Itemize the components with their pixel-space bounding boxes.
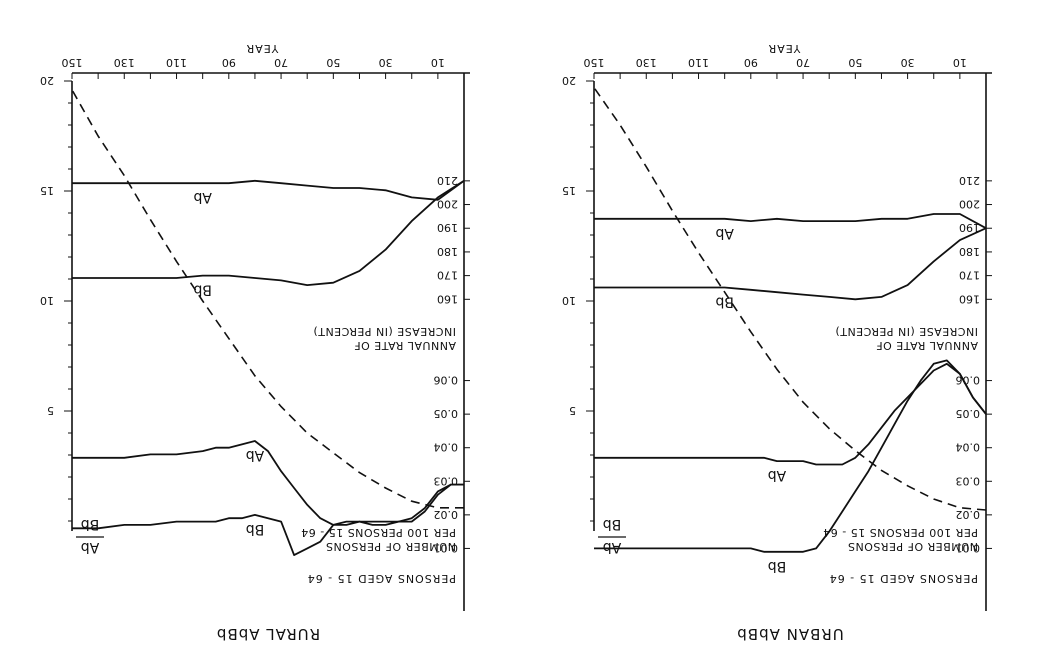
x-tick-label: 110 [688,56,709,69]
persons-tick-label: 10 [562,294,576,307]
ratio-top: Ab [81,539,100,555]
panel-rural: RURAL AbBb PERSONS AGED 15 - 64 NUMBER OF … [40,42,470,643]
persons-tick-label: 15 [562,184,576,197]
number-tick-label: 190 [959,221,980,234]
rate-tick-label: 0.02 [956,508,981,521]
series-line-ab-number [72,179,465,201]
number-axis-label-line1: NUMBER OF PERSONS [848,540,978,553]
ratio-bottom: Bb [81,516,100,532]
x-axis-label: YEAR [246,42,280,55]
rate-tick-label: 0.06 [434,374,459,387]
series-line-bb-rate [72,483,464,556]
number-axis-label-line2: PER 100 PERSONS 15 - 64 [823,526,978,539]
x-axis-label: YEAR [768,42,802,55]
chart-title: RURAL AbBb [216,625,320,643]
series-label: Bb [768,558,787,574]
chart-title: URBAN AbBb [736,625,844,643]
rate-axis-label-line2: INCREASE (IN PERCENT) [835,325,978,338]
x-tick-label: 150 [62,56,83,69]
number-tick-label: 190 [437,221,458,234]
series-label: Bb [246,521,265,537]
number-tick-label: 210 [959,174,980,187]
x-tick-label: 90 [222,56,236,69]
ratio-top: Ab [603,539,622,555]
rate-axis-label-line1: ANNUAL RATE OF [876,339,978,352]
rate-tick-label: 0.04 [434,441,459,454]
persons-tick-label: 20 [562,74,576,87]
rate-axis-label-line2: INCREASE (IN PERCENT) [313,325,456,338]
x-tick-label: 50 [326,56,340,69]
x-tick-label: 10 [431,56,445,69]
number-tick-label: 180 [959,245,980,258]
series-line-bb-number [594,227,987,301]
persons-tick-label: 5 [47,404,54,417]
series-line-persons-aged-15-64-persons [593,87,987,511]
series-line-bb-rate [594,359,987,553]
rate-tick-label: 0.01 [434,541,459,554]
number-tick-label: 200 [437,198,458,211]
x-tick-label: 30 [379,56,393,69]
x-tick-label: 50 [848,56,862,69]
x-tick-label: 30 [901,56,915,69]
series-line-ab-number [594,213,987,229]
x-tick-label: 70 [274,56,288,69]
rate-tick-label: 0.01 [956,541,981,554]
series-label: Ab [715,225,734,241]
x-tick-label: 130 [636,56,657,69]
ratio-bottom: Bb [603,516,622,532]
rate-tick-label: 0.05 [434,407,459,420]
number-axis-label-line2: PER 100 PERSONS 15 - 64 [301,526,456,539]
series-line-ab-rate [72,440,464,526]
series-line-persons-aged-15-64-persons [71,89,464,509]
number-tick-label: 170 [437,269,458,282]
number-tick-label: 170 [959,269,980,282]
rate-tick-label: 0.03 [956,474,981,487]
x-tick-label: 90 [744,56,758,69]
series-label: Bb [193,282,212,298]
rate-tick-label: 0.05 [956,407,981,420]
x-tick-label: 150 [584,56,605,69]
series-label: Ab [246,447,265,463]
series-line-bb-number [72,180,465,286]
number-tick-label: 180 [437,245,458,258]
series-line-ab-rate [594,362,987,466]
persons-tick-label: 10 [40,294,54,307]
panel-urban: URBAN AbBb PERSONS AGED 15 - 64 NUMBER OF … [562,42,992,643]
x-tick-label: 130 [114,56,135,69]
number-tick-label: 210 [437,174,458,187]
persons-tick-label: 5 [569,404,576,417]
x-tick-label: 110 [166,56,187,69]
rate-tick-label: 0.06 [956,374,981,387]
number-tick-label: 160 [437,292,458,305]
rate-axis-label-line1: ANNUAL RATE OF [354,339,456,352]
rate-tick-label: 0.02 [434,508,459,521]
series-label: Ab [193,189,212,205]
number-tick-label: 160 [959,292,980,305]
left-axis-label: PERSONS AGED 15 - 64 [307,572,456,585]
persons-tick-label: 15 [40,184,54,197]
series-label: Ab [768,467,787,483]
number-tick-label: 200 [959,198,980,211]
rate-tick-label: 0.04 [956,441,981,454]
left-axis-label: PERSONS AGED 15 - 64 [829,572,978,585]
series-label: Bb [715,293,734,309]
persons-tick-label: 20 [40,74,54,87]
x-tick-label: 10 [953,56,967,69]
x-tick-label: 70 [796,56,810,69]
number-axis-label-line1: NUMBER OF PERSONS [326,540,456,553]
